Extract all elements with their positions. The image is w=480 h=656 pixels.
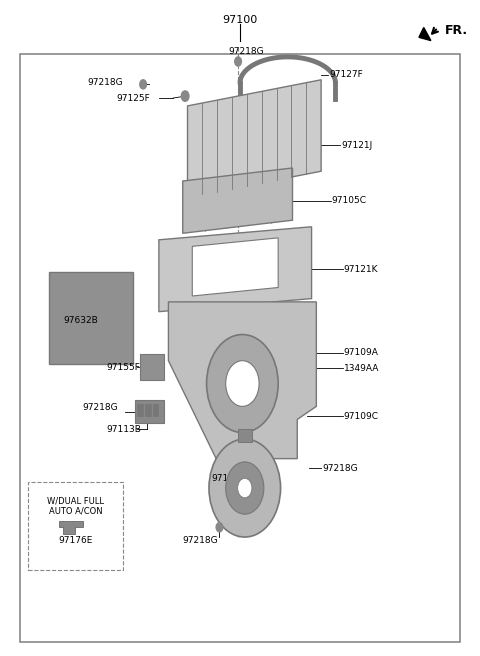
Text: 1349AA: 1349AA (344, 364, 379, 373)
Polygon shape (419, 28, 431, 41)
Text: 97155F: 97155F (107, 363, 140, 372)
Bar (28, 482, 123, 569)
Text: 97218G: 97218G (228, 47, 264, 56)
Text: 97121J: 97121J (342, 140, 373, 150)
Bar (238, 429, 252, 442)
Bar (140, 354, 164, 380)
Circle shape (238, 478, 252, 498)
Text: 97109C: 97109C (344, 412, 379, 420)
Text: 97218G: 97218G (83, 403, 118, 411)
Circle shape (235, 57, 241, 66)
Text: 97109A: 97109A (344, 348, 378, 358)
Bar (135, 400, 164, 422)
Bar (49, 272, 132, 364)
Text: 97218G: 97218G (87, 78, 123, 87)
Bar (145, 405, 151, 416)
Circle shape (226, 462, 264, 514)
Circle shape (209, 439, 281, 537)
Text: 97632B: 97632B (63, 316, 98, 325)
Polygon shape (59, 521, 83, 534)
Text: 97125F: 97125F (116, 94, 150, 102)
Text: 97100: 97100 (222, 14, 258, 25)
Text: 97116: 97116 (211, 474, 240, 483)
Text: AUTO A/CON: AUTO A/CON (48, 506, 102, 516)
Circle shape (226, 361, 259, 406)
Bar (153, 405, 158, 416)
Text: 97218G: 97218G (323, 464, 358, 473)
Polygon shape (159, 227, 312, 312)
Polygon shape (183, 168, 292, 234)
Circle shape (206, 335, 278, 432)
Text: 97121K: 97121K (344, 265, 378, 274)
Text: 97218G: 97218G (183, 536, 218, 544)
Polygon shape (168, 302, 316, 459)
Text: 97127F: 97127F (329, 70, 363, 79)
Bar (137, 405, 143, 416)
Circle shape (140, 80, 146, 89)
Text: 97176E: 97176E (58, 536, 93, 544)
Circle shape (216, 523, 223, 532)
Text: FR.: FR. (445, 24, 468, 37)
Polygon shape (188, 80, 321, 197)
Text: W/DUAL FULL: W/DUAL FULL (47, 497, 104, 506)
Circle shape (181, 91, 189, 101)
Polygon shape (192, 238, 278, 296)
Text: 97113B: 97113B (107, 424, 141, 434)
Text: 97105C: 97105C (332, 196, 367, 205)
